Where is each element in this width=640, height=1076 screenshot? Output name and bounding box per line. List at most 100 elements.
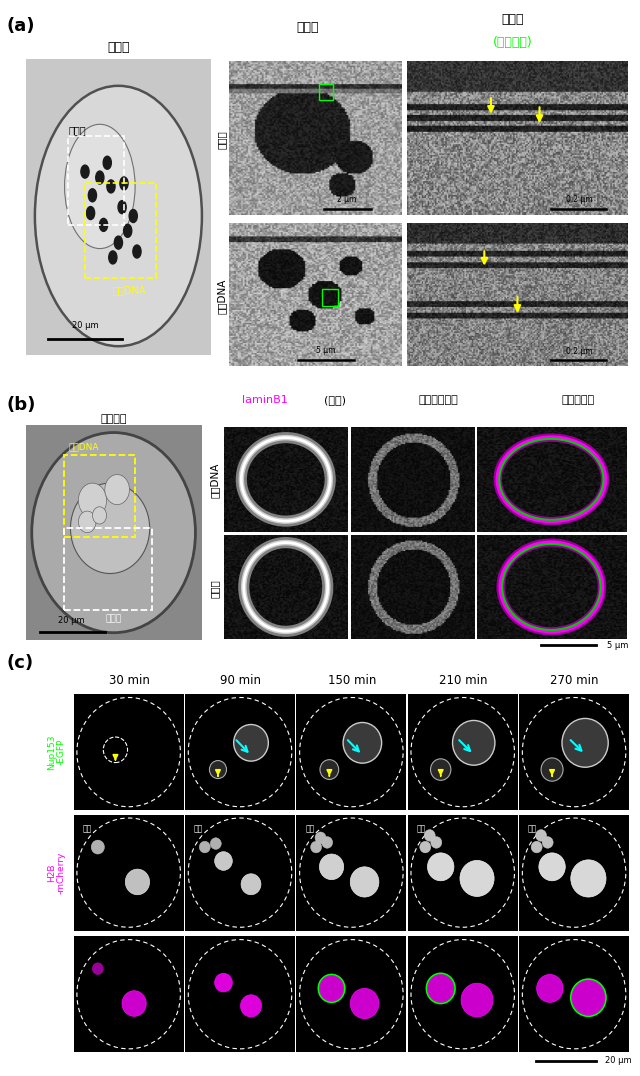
Text: (緑色四角): (緑色四角): [493, 36, 532, 48]
Text: 拡大像: 拡大像: [501, 13, 524, 26]
Ellipse shape: [539, 853, 565, 881]
Text: H2B
-mCherry: H2B -mCherry: [47, 851, 66, 894]
Ellipse shape: [122, 991, 147, 1017]
Ellipse shape: [452, 721, 495, 765]
Ellipse shape: [32, 433, 195, 633]
Ellipse shape: [531, 841, 542, 853]
Ellipse shape: [420, 841, 431, 853]
Text: 明視野像: 明視野像: [100, 413, 127, 424]
Bar: [319, 84, 333, 100]
Bar: [64, 528, 152, 610]
Circle shape: [120, 176, 128, 190]
Ellipse shape: [315, 832, 326, 844]
Ellipse shape: [65, 124, 135, 249]
Ellipse shape: [78, 511, 96, 533]
Text: 注入DNA: 注入DNA: [210, 463, 220, 497]
Text: laminB1: laminB1: [242, 395, 291, 406]
Text: 卵子核: 卵子核: [68, 125, 86, 136]
Ellipse shape: [572, 980, 605, 1015]
Circle shape: [81, 165, 89, 179]
Bar: [64, 455, 135, 537]
Circle shape: [109, 251, 117, 264]
Ellipse shape: [350, 989, 379, 1019]
Ellipse shape: [431, 759, 451, 780]
Ellipse shape: [241, 874, 261, 895]
Ellipse shape: [92, 963, 103, 975]
Ellipse shape: [92, 840, 104, 854]
Ellipse shape: [310, 841, 322, 853]
Ellipse shape: [536, 830, 547, 841]
Text: (核膜): (核膜): [324, 395, 346, 406]
Bar: [323, 288, 338, 306]
Text: 210 min: 210 min: [439, 674, 488, 688]
Text: Nup153
-EGFP: Nup153 -EGFP: [47, 735, 66, 769]
Circle shape: [124, 224, 132, 238]
Ellipse shape: [428, 975, 454, 1003]
Text: 重ね合わせ: 重ね合わせ: [561, 395, 595, 406]
Ellipse shape: [319, 976, 344, 1001]
Ellipse shape: [343, 722, 381, 763]
Ellipse shape: [211, 838, 221, 849]
Text: 卵子核: 卵子核: [106, 614, 122, 623]
Bar: [68, 136, 124, 225]
Text: 卵子核: 卵子核: [210, 579, 220, 598]
Ellipse shape: [428, 853, 454, 881]
Ellipse shape: [350, 867, 379, 897]
Ellipse shape: [320, 760, 339, 779]
Circle shape: [118, 200, 126, 214]
Text: 5 μm: 5 μm: [607, 640, 629, 650]
Text: 270 min: 270 min: [550, 674, 599, 688]
Text: 0.2 μm: 0.2 μm: [566, 348, 593, 356]
Ellipse shape: [319, 854, 344, 879]
Text: 2 μm: 2 μm: [337, 196, 356, 204]
Text: 0.2 μm: 0.2 μm: [566, 196, 593, 204]
Ellipse shape: [461, 983, 493, 1017]
Text: 極体: 極体: [305, 824, 314, 833]
Ellipse shape: [431, 837, 442, 848]
Ellipse shape: [209, 761, 227, 779]
Text: 20 μm: 20 μm: [58, 617, 84, 625]
Circle shape: [133, 245, 141, 258]
Text: 極体: 極体: [83, 824, 92, 833]
Ellipse shape: [571, 860, 606, 897]
Ellipse shape: [199, 841, 211, 853]
Text: (c): (c): [6, 654, 33, 671]
Text: 注入DNA: 注入DNA: [68, 442, 99, 451]
Circle shape: [107, 180, 115, 193]
Text: 全体像: 全体像: [107, 41, 130, 54]
Text: 極体: 極体: [194, 824, 203, 833]
Ellipse shape: [35, 86, 202, 346]
Text: 5 μm: 5 μm: [316, 345, 335, 355]
Ellipse shape: [70, 483, 150, 574]
Ellipse shape: [93, 507, 107, 524]
Ellipse shape: [424, 830, 435, 841]
Ellipse shape: [460, 861, 494, 896]
Ellipse shape: [125, 869, 150, 895]
Circle shape: [103, 156, 111, 169]
Ellipse shape: [537, 975, 563, 1003]
Text: 注入DNA: 注入DNA: [113, 285, 146, 295]
Ellipse shape: [214, 974, 232, 992]
Ellipse shape: [241, 995, 262, 1017]
Circle shape: [129, 210, 138, 223]
Text: (a): (a): [6, 17, 35, 36]
Circle shape: [99, 218, 108, 231]
Text: 30 min: 30 min: [109, 674, 150, 688]
Ellipse shape: [105, 475, 129, 505]
Text: 20 μm: 20 μm: [72, 321, 99, 330]
Bar: [85, 183, 156, 278]
Text: 卵子核: 卵子核: [216, 130, 227, 150]
Circle shape: [86, 207, 95, 220]
Text: 極体: 極体: [528, 824, 537, 833]
Text: 核膜孔複合体: 核膜孔複合体: [419, 395, 459, 406]
Text: 極体: 極体: [417, 824, 426, 833]
Ellipse shape: [234, 724, 268, 761]
Text: 拡大像: 拡大像: [296, 22, 319, 34]
Text: 重ね合わせ: 重ね合わせ: [57, 981, 66, 1007]
Circle shape: [88, 188, 97, 202]
Ellipse shape: [562, 719, 608, 767]
Ellipse shape: [214, 852, 232, 870]
Circle shape: [115, 236, 122, 250]
Ellipse shape: [78, 483, 106, 518]
Ellipse shape: [541, 758, 563, 781]
